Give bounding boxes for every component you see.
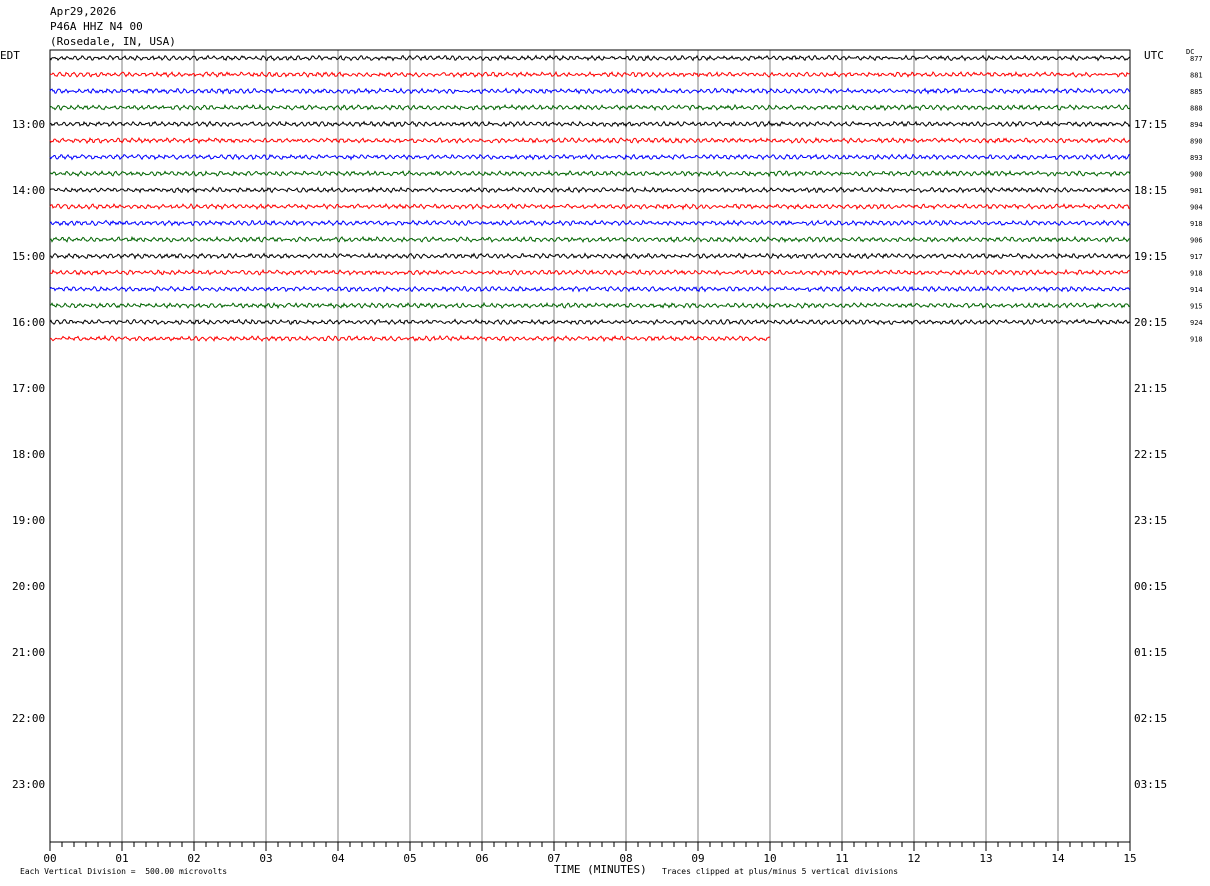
x-tick-label: 11 [835, 852, 848, 865]
x-axis-title: TIME (MINUTES) [554, 863, 647, 876]
dc-offset-label: 894 [1190, 121, 1203, 129]
dc-offset-label: 914 [1190, 286, 1203, 294]
x-tick-label: 00 [43, 852, 56, 865]
trace-line [49, 268, 1131, 276]
right-hour-label: 22:15 [1134, 448, 1167, 461]
trace-line [49, 70, 1131, 79]
x-tick-label: 05 [403, 852, 416, 865]
x-tick-label: 04 [331, 852, 345, 865]
right-hour-label: 20:15 [1134, 316, 1167, 329]
dc-offset-label: 901 [1190, 187, 1203, 195]
dc-offset-label: 918 [1190, 220, 1203, 228]
trace-line [49, 285, 1131, 293]
dc-offset-label: 900 [1190, 171, 1203, 179]
trace-line [49, 219, 1131, 227]
right-hour-label: 00:15 [1134, 580, 1167, 593]
right-hour-label: 02:15 [1134, 712, 1167, 725]
trace-line [49, 318, 1131, 326]
x-tick-label: 10 [763, 852, 776, 865]
right-hour-label: 03:15 [1134, 778, 1167, 791]
dc-label: DC [1186, 48, 1195, 56]
left-hour-label: 21:00 [12, 646, 45, 659]
dc-offset-label: 918 [1190, 336, 1203, 344]
left-hour-label: 18:00 [12, 448, 45, 461]
trace-line [49, 103, 1131, 112]
x-tick-label: 01 [115, 852, 128, 865]
trace-line [49, 202, 1131, 211]
dc-offset-label: 915 [1190, 303, 1203, 311]
clip-note: Traces clipped at plus/minus 5 vertical … [662, 867, 899, 876]
left-hour-label: 19:00 [12, 514, 45, 527]
right-timezone-label: UTC [1144, 49, 1164, 62]
x-tick-label: 02 [187, 852, 200, 865]
station-code: P46A HHZ N4 00 [50, 20, 143, 33]
left-hour-label: 17:00 [12, 382, 45, 395]
x-tick-label: 06 [475, 852, 488, 865]
left-hour-label: 23:00 [12, 778, 45, 791]
trace-line [49, 87, 1131, 95]
trace-line [49, 169, 1131, 178]
trace-line [49, 120, 1131, 128]
dc-offset-label: 904 [1190, 204, 1203, 212]
trace-line [49, 54, 1131, 62]
dc-offset-label: 890 [1190, 138, 1203, 146]
x-tick-label: 03 [259, 852, 272, 865]
trace-line [49, 301, 1131, 310]
dc-offset-label: 885 [1190, 88, 1203, 96]
x-tick-label: 14 [1051, 852, 1065, 865]
left-hour-label: 13:00 [12, 118, 45, 131]
x-tick-label: 15 [1123, 852, 1136, 865]
plot-frame [49, 49, 1131, 843]
right-hour-label: 01:15 [1134, 646, 1167, 659]
dc-offset-label: 924 [1190, 319, 1203, 327]
trace-line [49, 136, 1131, 145]
dc-offset-label: 917 [1190, 253, 1203, 261]
left-hour-label: 14:00 [12, 184, 45, 197]
trace-line [49, 334, 771, 343]
left-hour-label: 15:00 [12, 250, 45, 263]
dc-offset-label: 877 [1190, 55, 1203, 63]
right-hour-label: 19:15 [1134, 250, 1167, 263]
trace-line [49, 235, 1131, 244]
x-tick-label: 07 [547, 852, 560, 865]
right-hour-label: 17:15 [1134, 118, 1167, 131]
chart-date: Apr29,2026 [50, 5, 117, 18]
dc-offset-label: 888 [1190, 105, 1203, 113]
right-hour-label: 21:15 [1134, 382, 1167, 395]
scale-note: Each Vertical Division = 500.00 microvol… [20, 867, 228, 876]
dc-offset-label: 893 [1190, 154, 1203, 162]
x-tick-label: 09 [691, 852, 704, 865]
right-hour-label: 18:15 [1134, 184, 1167, 197]
x-tick-label: 12 [907, 852, 920, 865]
left-hour-label: 20:00 [12, 580, 45, 593]
trace-line [49, 186, 1130, 194]
x-tick-label: 13 [979, 852, 992, 865]
dc-offset-label: 881 [1190, 72, 1203, 80]
left-hour-label: 22:00 [12, 712, 45, 725]
dc-offset-label: 906 [1190, 237, 1203, 245]
trace-line [49, 153, 1131, 161]
x-tick-label: 08 [619, 852, 632, 865]
right-hour-label: 23:15 [1134, 514, 1167, 527]
dc-offset-label: 918 [1190, 270, 1203, 278]
trace-line [49, 252, 1131, 260]
left-hour-label: 16:00 [12, 316, 45, 329]
station-location: (Rosedale, IN, USA) [50, 35, 176, 48]
left-timezone-label: EDT [0, 49, 20, 62]
